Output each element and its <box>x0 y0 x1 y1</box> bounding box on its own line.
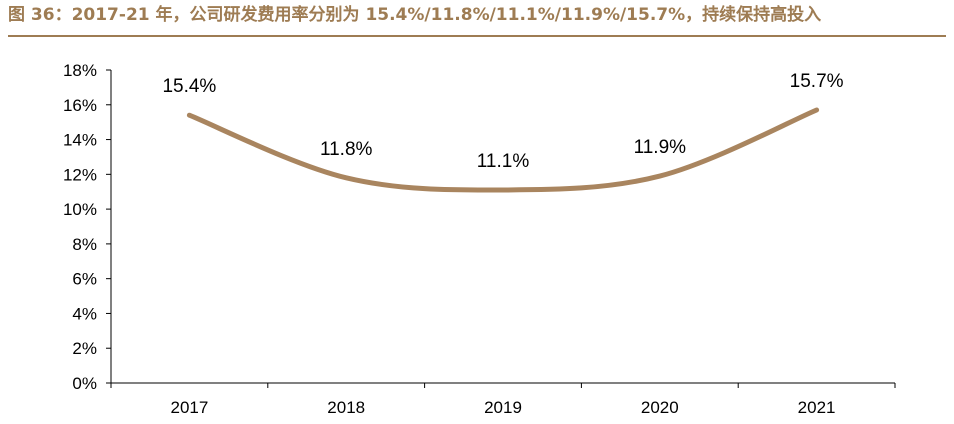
y-tick-label: 2% <box>72 339 97 358</box>
y-tick-label: 8% <box>72 235 97 254</box>
data-label: 15.7% <box>790 71 844 92</box>
data-label: 15.4% <box>162 76 216 97</box>
chart-axes <box>106 69 896 388</box>
y-tick-labels: 0% 2% 4% 6% 8% 10% 12% 14% 16% 18% <box>63 61 97 393</box>
y-tick-label: 6% <box>72 270 97 289</box>
x-tick-label: 2018 <box>327 398 365 417</box>
y-tick-label: 16% <box>63 96 97 115</box>
x-tick-labels: 2017 2018 2019 2020 2021 <box>170 398 835 417</box>
y-tick-label: 0% <box>72 374 97 393</box>
x-tick-label: 2021 <box>798 398 836 417</box>
x-tick-label: 2017 <box>170 398 208 417</box>
x-tick-label: 2020 <box>641 398 679 417</box>
title-divider <box>8 35 946 37</box>
y-tick-label: 14% <box>63 131 97 150</box>
data-label: 11.9% <box>634 137 687 158</box>
data-labels: 15.4% 11.8% 11.1% 11.9% 15.7% <box>162 71 843 172</box>
figure-title: 图 36：2017-21 年，公司研发费用率分别为 15.4%/11.8%/11… <box>8 5 822 25</box>
y-tick-label: 12% <box>63 165 97 184</box>
series-group <box>186 107 820 193</box>
series-line <box>186 107 820 193</box>
data-label: 11.1% <box>477 151 530 172</box>
y-tick-label: 4% <box>72 304 97 323</box>
y-tick-label: 10% <box>63 200 97 219</box>
y-tick-label: 18% <box>63 61 97 80</box>
x-tick-label: 2019 <box>484 398 522 417</box>
data-label: 11.8% <box>320 139 373 160</box>
